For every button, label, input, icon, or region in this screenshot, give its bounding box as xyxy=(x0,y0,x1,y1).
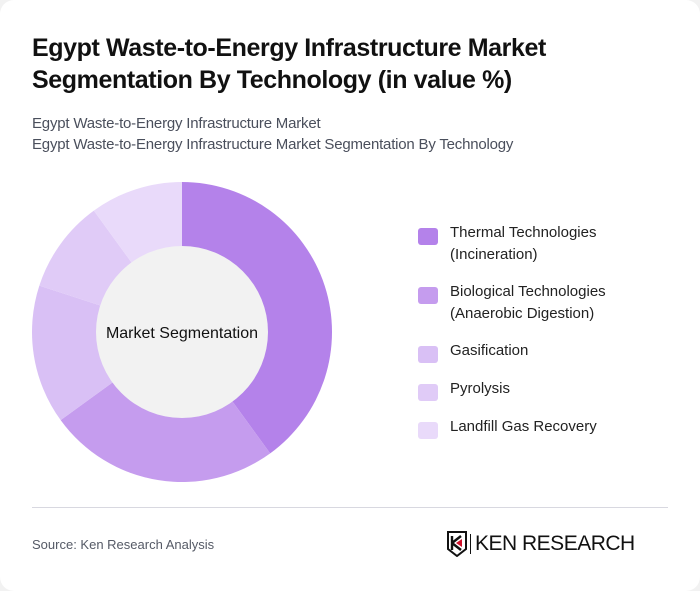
ken-research-logo: KEN RESEARCH xyxy=(447,531,635,557)
legend-swatch-icon xyxy=(418,287,438,304)
footer-divider xyxy=(32,507,668,508)
legend-item[interactable]: Landfill Gas Recovery xyxy=(418,416,688,439)
legend-label: Gasification xyxy=(450,342,529,359)
legend-swatch-icon xyxy=(418,422,438,439)
source-note: Source: Ken Research Analysis xyxy=(32,537,215,552)
chart-title: Egypt Waste-to-Energy Infrastructure Mar… xyxy=(32,34,546,94)
legend-swatch-icon xyxy=(418,346,438,363)
legend-swatch-icon xyxy=(418,228,438,245)
legend-item[interactable]: Biological Technologies (Anaerobic Diges… xyxy=(418,281,688,325)
ken-shield-icon xyxy=(447,531,467,557)
subtitle-line-2: Egypt Waste-to-Energy Infrastructure Mar… xyxy=(32,136,514,153)
legend-label: Landfill Gas Recovery xyxy=(450,418,597,435)
chart-subtitle: Egypt Waste-to-Energy Infrastructure Mar… xyxy=(32,113,513,155)
legend-item[interactable]: Gasification xyxy=(418,340,688,363)
legend-swatch-icon xyxy=(418,384,438,401)
logo-divider xyxy=(470,534,471,554)
logo-text: KEN RESEARCH xyxy=(475,532,635,555)
subtitle-line-1: Egypt Waste-to-Energy Infrastructure Mar… xyxy=(32,115,321,132)
legend-item[interactable]: Pyrolysis xyxy=(418,378,688,401)
legend-label: Biological Technologies (Anaerobic Diges… xyxy=(450,283,606,322)
donut-chart: Market Segmentation xyxy=(31,182,332,482)
legend-label: Pyrolysis xyxy=(450,380,511,397)
center-label: Market Segmentation xyxy=(106,325,258,342)
donut-center xyxy=(96,246,268,418)
chart-legend: Thermal Technologies (Incineration) Biolo… xyxy=(418,222,688,454)
legend-label: Thermal Technologies (Incineration) xyxy=(450,224,597,263)
legend-item[interactable]: Thermal Technologies (Incineration) xyxy=(418,222,688,266)
